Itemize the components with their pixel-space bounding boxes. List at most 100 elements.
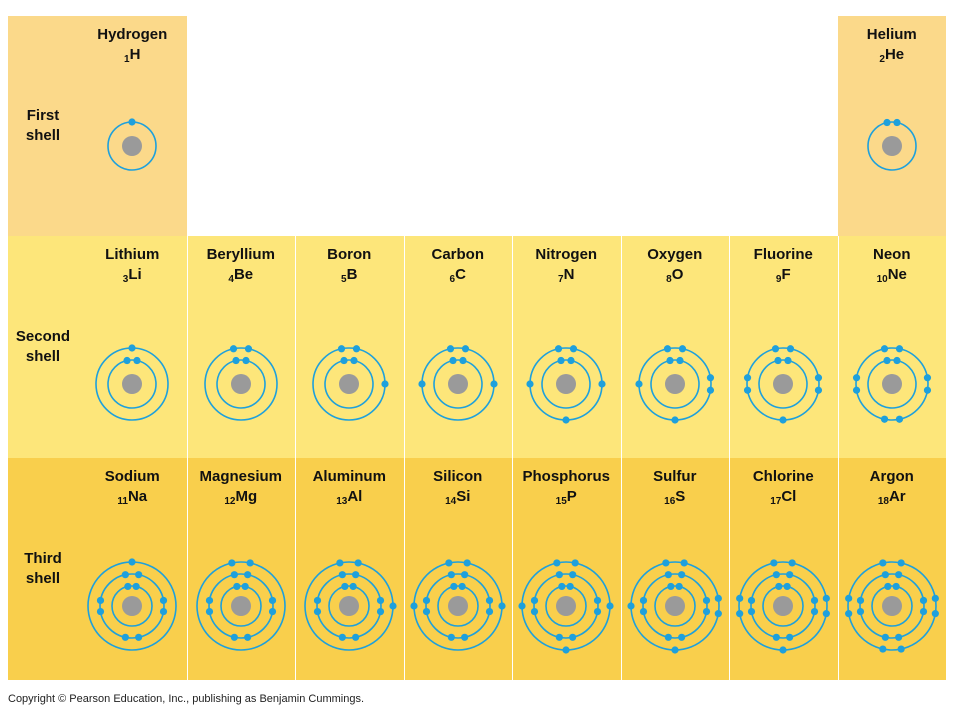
electron [459, 356, 467, 365]
nucleus [664, 596, 685, 616]
electron [268, 596, 276, 605]
electron [205, 607, 213, 616]
electron [558, 582, 566, 591]
element-symbol: 15P [512, 488, 621, 507]
electron [458, 582, 466, 591]
element-symbol: 8O [621, 266, 730, 285]
electron [567, 356, 575, 365]
electron [123, 356, 131, 365]
symbol-text: Ar [888, 488, 906, 505]
electron [352, 633, 360, 641]
atomic-number: 16 [664, 496, 676, 507]
atomic-number: 11 [117, 496, 128, 507]
electron [135, 633, 143, 641]
electron [770, 559, 778, 567]
atomic-number: 3 [122, 274, 129, 285]
column-divider [512, 236, 513, 458]
bohr-model [852, 345, 931, 423]
electron [498, 602, 506, 610]
electron [931, 610, 939, 618]
nucleus [881, 136, 902, 156]
electron [666, 582, 675, 591]
electron-shell-orbit [758, 359, 809, 409]
electron [892, 582, 900, 591]
electron [246, 559, 254, 567]
electron [787, 345, 795, 353]
electron-shell-orbit [866, 359, 917, 409]
electron [822, 610, 831, 618]
electron [555, 571, 564, 579]
electron [338, 571, 347, 579]
electron [702, 596, 710, 605]
bohr-model [526, 345, 606, 424]
electron [566, 582, 575, 591]
symbol-text: S [675, 488, 686, 505]
element-name: Phosphorus [522, 468, 610, 485]
element-cell-carbon: Carbon 6C [404, 236, 513, 458]
element-symbol: 12Mg [187, 488, 296, 507]
electron [121, 633, 130, 641]
bohr-model [95, 344, 170, 421]
bohr-model [203, 345, 278, 421]
electron [241, 582, 249, 591]
bohr-model [635, 345, 714, 424]
element-name: Sulfur [653, 468, 697, 485]
atomic-number: 5 [341, 274, 347, 285]
electron [569, 633, 577, 641]
electron [128, 558, 136, 566]
electron [844, 610, 853, 618]
electron [664, 571, 672, 579]
electron [377, 607, 385, 616]
element-name: Helium [866, 26, 917, 43]
electron [744, 386, 752, 394]
electron-shell-orbit [424, 573, 491, 639]
bohr-model [87, 558, 178, 651]
electron [230, 633, 238, 641]
electron-shell-orbit [854, 347, 929, 421]
element-symbol: 10Ne [838, 266, 947, 285]
electron [883, 582, 892, 591]
electron [133, 356, 141, 365]
electron [485, 607, 493, 616]
element-symbol: 11Na [78, 488, 187, 507]
element-cell-beryllium: Beryllium 4Be [187, 236, 296, 458]
bohr-model [418, 345, 498, 421]
electron [353, 345, 361, 353]
electron [879, 645, 887, 653]
electron [350, 356, 358, 365]
element-symbol: 3Li [78, 266, 187, 285]
electron-shell-orbit [316, 573, 383, 639]
electron [772, 571, 781, 579]
electron-shell-orbit [436, 585, 479, 627]
electron-shell-orbit [215, 359, 266, 409]
electron [381, 380, 389, 388]
element-name: Boron [327, 246, 372, 263]
electron [460, 633, 469, 641]
element-name: Nitrogen [535, 246, 598, 263]
symbol-text: Al [347, 488, 363, 505]
electron [338, 345, 346, 353]
symbol-text: C [455, 266, 466, 283]
electron [314, 607, 322, 616]
electron [815, 386, 823, 394]
element-cell-neon: Neon 10Ne [838, 236, 947, 458]
element-cell-argon: Argon 18Ar [838, 458, 947, 680]
nucleus [339, 374, 360, 394]
electron-shell-orbit [641, 573, 708, 639]
electron [531, 596, 539, 605]
symbol-text: Si [456, 488, 471, 505]
electron [418, 380, 426, 388]
electron-shell-orbit [107, 359, 158, 409]
electron-shell-orbit [846, 561, 937, 651]
electron-shell-orbit [99, 573, 166, 639]
electron [664, 633, 672, 641]
element-name: Neon [873, 246, 911, 263]
bohr-model [312, 345, 389, 421]
electron [662, 559, 670, 567]
atomic-number: 13 [336, 496, 348, 507]
electron [338, 633, 347, 641]
symbol-text: H [129, 46, 141, 63]
electron-shell-orbit [545, 585, 588, 627]
symbol-text: B [346, 266, 358, 283]
second-shell-row: Second shell Lithium 3Li Beryllium 4Be Boron 5… [8, 236, 946, 458]
